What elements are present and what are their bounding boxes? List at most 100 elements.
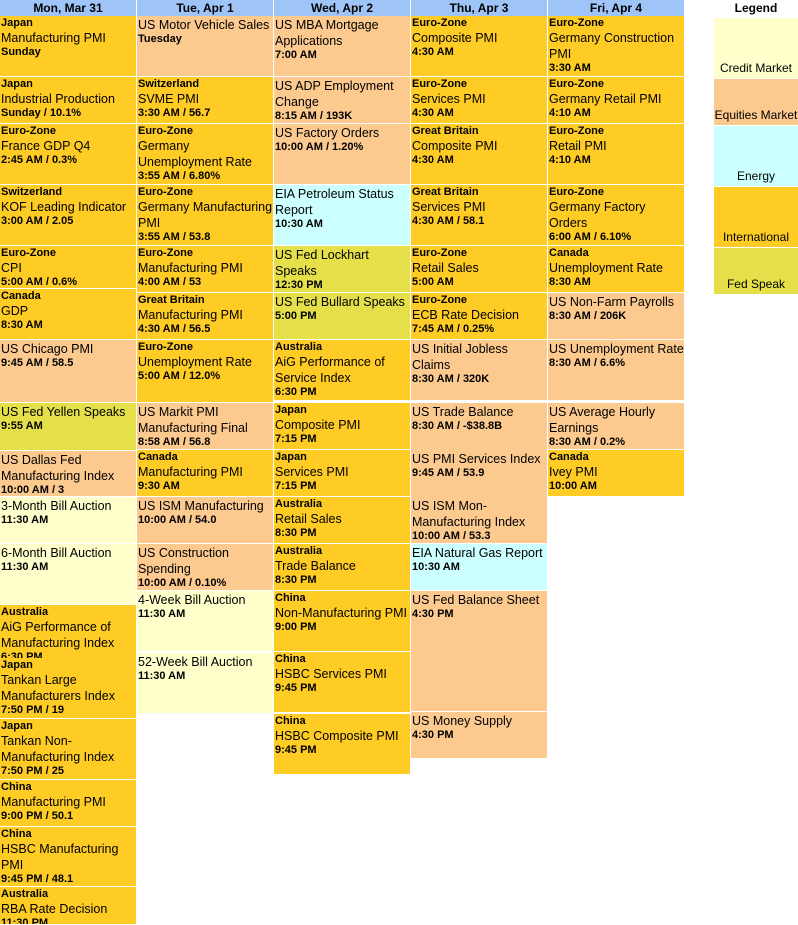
event-cell: Euro-Zone CPI 5:00 AM / 0.6% (0, 246, 136, 288)
event-time: 9:45 AM / 58.5 (1, 357, 74, 369)
day-header-tue: Tue, Apr 1 (137, 0, 273, 16)
event-region: Euro-Zone (138, 186, 193, 198)
event-title: US Markit PMI Manufacturing Final (138, 405, 248, 435)
event-time: 11:30 PM (1, 917, 49, 924)
event-title: CPI (1, 261, 22, 275)
event-region: China (275, 715, 306, 727)
event-time: 10:30 AM (412, 561, 460, 573)
event-title: US Trade Balance (412, 405, 514, 419)
event-time: 3:55 AM / 6.80% (138, 170, 221, 182)
event-cell: China Non-Manufacturing PMI 9:00 PM (274, 591, 410, 651)
event-time: 3:30 AM (549, 62, 591, 74)
event-time: 9:30 AM (138, 480, 180, 492)
event-title: AiG Performance of Service Index (275, 355, 385, 385)
event-cell: Japan Industrial Production Sunday / 10.1% (0, 77, 136, 123)
event-time: 4:10 AM (549, 154, 591, 166)
event-title: Unemployment Rate (549, 261, 663, 275)
event-time: 4:30 AM (412, 46, 454, 58)
event-title: SVME PMI (138, 92, 200, 106)
event-time: 12:30 PM (275, 279, 323, 291)
event-title: US Fed Balance Sheet (412, 593, 540, 607)
event-time: 4:10 AM (549, 107, 591, 119)
event-time: 9:45 PM (275, 744, 317, 756)
day-header-thu: Thu, Apr 3 (411, 0, 547, 16)
event-time: 11:30 AM (1, 514, 49, 526)
event-title: 52-Week Bill Auction (138, 655, 253, 669)
event-time: 4:30 AM (412, 154, 454, 166)
event-time: 9:00 PM / 50.1 (1, 810, 74, 822)
event-region: Euro-Zone (549, 125, 604, 137)
event-region: Switzerland (138, 78, 200, 90)
event-cell: US Markit PMI Manufacturing Final 8:58 AM… (137, 403, 273, 449)
event-region: Switzerland (1, 186, 63, 198)
event-region: Euro-Zone (1, 247, 56, 259)
legend-title: Legend (734, 1, 778, 15)
event-title: KOF Leading Indicator (1, 200, 127, 214)
event-time: 3:30 AM / 56.7 (138, 107, 211, 119)
event-title: US Factory Orders (275, 126, 380, 140)
event-title: Retail Sales (412, 261, 479, 275)
event-time: 5:00 AM / 0.6% (1, 276, 78, 288)
event-title: US PMI Services Index (412, 452, 541, 466)
event-time: 4:30 AM / 56.5 (138, 323, 211, 335)
event-time: Sunday / 10.1% (1, 107, 82, 119)
event-title: US Fed Lockhart Speaks (275, 248, 369, 278)
event-cell: Switzerland SVME PMI 3:30 AM / 56.7 (137, 77, 273, 123)
event-region: Canada (1, 290, 41, 302)
event-region: Japan (275, 451, 307, 463)
event-region: Japan (1, 659, 33, 671)
event-title: Ivey PMI (549, 465, 598, 479)
event-time: 8:30 AM / 0.2% (549, 436, 626, 448)
legend-label: Energy (736, 169, 776, 183)
event-title: Tankan Large Manufacturers Index (1, 673, 115, 703)
event-time: 6:30 PM (275, 386, 317, 398)
event-cell: US Construction Spending 10:00 AM / 0.10% (137, 544, 273, 590)
event-title: Manufacturing PMI (1, 795, 106, 809)
event-time: 3:00 AM / 2.05 (1, 215, 74, 227)
event-cell: Japan Tankan Non-Manufacturing Index 7:50 … (0, 719, 136, 779)
event-title: US ADP Employment Change (275, 79, 394, 109)
event-cell: 4-Week Bill Auction 11:30 AM (137, 591, 273, 651)
event-cell: Euro-Zone Composite PMI 4:30 AM (411, 16, 547, 76)
event-title: US Average Hourly Earnings (549, 405, 656, 435)
event-region: Australia (275, 341, 323, 353)
event-title: US Unemployment Rate (549, 342, 684, 356)
event-cell: Australia AiG Performance of Service Inde… (274, 340, 410, 400)
event-cell: Euro-Zone ECB Rate Decision 7:45 AM / 0.25… (411, 293, 547, 339)
event-title: ECB Rate Decision (412, 308, 519, 322)
event-title: EIA Petroleum Status Report (275, 187, 394, 217)
event-time: 10:00 AM / 3 (1, 484, 65, 496)
event-cell: Euro-Zone Retail Sales 5:00 AM (411, 246, 547, 292)
event-time: 9:00 PM (275, 621, 317, 633)
event-cell: Canada Ivey PMI 10:00 AM (548, 450, 684, 496)
event-cell: Great Britain Manufacturing PMI 4:30 AM / … (137, 293, 273, 339)
event-title: Germany Retail PMI (549, 92, 662, 106)
event-region: Japan (275, 404, 307, 416)
event-region: China (1, 828, 32, 840)
event-cell: US ISM Manufacturing 10:00 AM / 54.0 (137, 497, 273, 543)
event-region: Canada (549, 247, 589, 259)
event-cell: EIA Petroleum Status Report 10:30 AM (274, 185, 410, 245)
legend-label: Credit Market (719, 61, 793, 75)
event-cell: Australia RBA Rate Decision 11:30 PM (0, 887, 136, 924)
event-title: Retail Sales (275, 512, 342, 526)
event-region: China (275, 592, 306, 604)
event-time: 4:30 AM / 58.1 (412, 215, 485, 227)
event-cell: US Fed Balance Sheet 4:30 PM (411, 591, 547, 711)
event-region: Great Britain (412, 125, 479, 137)
event-cell: Euro-Zone Germany Unemployment Rate 3:55 A… (137, 124, 273, 184)
event-title: Germany Unemployment Rate (138, 139, 252, 169)
event-time: 6:00 AM / 6.10% (549, 231, 632, 243)
event-cell: Euro-Zone Germany Retail PMI 4:10 AM (548, 77, 684, 123)
event-cell: Switzerland KOF Leading Indicator 3:00 AM … (0, 185, 136, 245)
event-title: 3-Month Bill Auction (1, 499, 112, 513)
event-time: 11:30 AM (138, 670, 186, 682)
event-title: US Money Supply (412, 714, 513, 728)
event-region: Japan (1, 78, 33, 90)
event-time: 8:30 PM (275, 574, 317, 586)
event-time: 8:30 AM / 6.6% (549, 357, 626, 369)
event-region: Euro-Zone (138, 247, 193, 259)
event-region: Japan (1, 17, 33, 29)
event-cell: US Average Hourly Earnings 8:30 AM / 0.2% (548, 403, 684, 449)
event-title: US Fed Yellen Speaks (1, 405, 126, 419)
